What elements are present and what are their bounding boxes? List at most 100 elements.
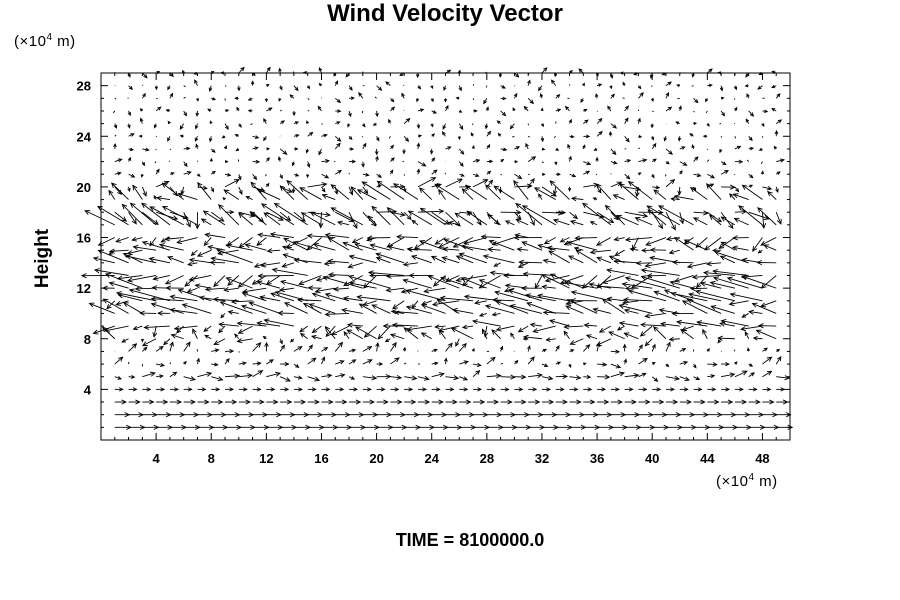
vector-arrow	[583, 108, 588, 113]
vector-arrow	[580, 98, 584, 103]
vector-arrow	[128, 375, 136, 379]
vector-arrow	[371, 205, 391, 226]
vector-arrow	[362, 142, 367, 150]
vector-arrow	[389, 169, 394, 175]
vector-arrow	[640, 322, 667, 328]
vector-arrow	[734, 387, 744, 392]
vector-arrow	[431, 110, 437, 114]
vector-arrow	[637, 85, 642, 90]
vector-arrow	[514, 424, 532, 430]
vector-arrow	[496, 120, 501, 124]
vector-arrow	[219, 301, 253, 314]
vector-arrow	[459, 412, 475, 418]
vector-arrow	[362, 346, 373, 352]
vector-arrow	[773, 145, 777, 150]
vector-arrow	[417, 399, 431, 405]
vector-arrow	[141, 338, 157, 347]
vector-arrow	[262, 335, 267, 340]
vector-arrow	[417, 85, 422, 90]
vector-arrow	[658, 205, 694, 226]
vector-arrow	[390, 184, 406, 190]
vector-arrow	[126, 249, 143, 256]
vector-arrow	[349, 281, 377, 289]
vector-arrow	[498, 186, 503, 194]
vector-arrow	[517, 325, 529, 333]
vector-arrow	[343, 330, 350, 340]
vector-arrow	[757, 207, 777, 226]
vector-arrow	[734, 399, 748, 405]
vector-arrow	[121, 203, 143, 226]
vector-arrow	[678, 105, 682, 112]
vector-arrow	[143, 324, 170, 330]
vector-arrow	[693, 156, 699, 162]
vector-arrow	[486, 144, 491, 150]
vector-arrow	[473, 424, 491, 430]
vector-arrow	[127, 186, 131, 193]
vector-arrow	[733, 85, 738, 91]
vector-arrow	[601, 275, 625, 284]
vector-arrow	[575, 249, 598, 264]
vector-arrow	[334, 341, 344, 352]
vector-arrow	[183, 96, 186, 99]
vector-arrow	[563, 330, 570, 340]
vector-arrow	[442, 123, 447, 130]
vector-arrow	[431, 372, 445, 378]
vector-arrow	[760, 275, 777, 289]
vector-arrow	[521, 285, 542, 291]
vector-arrow	[153, 123, 158, 129]
vector-arrow	[714, 250, 749, 264]
vector-arrow	[416, 168, 421, 175]
vector-arrow	[744, 331, 750, 339]
vector-arrow	[407, 210, 432, 226]
vector-arrow	[638, 387, 648, 392]
vector-arrow	[674, 275, 694, 283]
vector-arrow	[541, 348, 548, 353]
vector-arrow	[552, 186, 558, 196]
vector-arrow	[209, 259, 226, 266]
vector-arrow	[665, 178, 676, 188]
vector-arrow	[720, 211, 734, 230]
vector-arrow	[305, 148, 309, 154]
vector-arrow	[445, 399, 458, 405]
vector-arrow	[230, 299, 253, 305]
vector-arrow	[638, 399, 651, 405]
x-tick-label: 28	[480, 451, 494, 466]
vector-arrow	[748, 110, 755, 117]
vector-arrow	[226, 237, 240, 246]
vector-arrow	[307, 412, 324, 418]
vector-arrow	[500, 387, 510, 392]
vector-arrow	[278, 98, 282, 102]
vector-arrow	[390, 387, 400, 392]
vector-arrow	[225, 387, 235, 392]
vector-arrow	[183, 171, 192, 176]
vector-arrow	[649, 255, 680, 264]
vector-arrow	[256, 320, 281, 327]
vector-arrow	[541, 424, 559, 430]
vector-arrow	[691, 85, 694, 87]
vector-arrow	[713, 276, 749, 289]
vector-arrow	[279, 85, 283, 91]
vector-arrow	[707, 211, 723, 223]
vector-arrow	[238, 373, 253, 379]
vector-arrow	[142, 346, 148, 352]
vector-arrow	[610, 363, 622, 369]
vector-arrow	[623, 308, 639, 314]
vector-arrow	[139, 117, 144, 124]
vector-arrow	[238, 351, 240, 353]
vector-arrow	[500, 374, 516, 380]
vector-arrow	[514, 387, 524, 392]
vector-arrow	[610, 349, 621, 354]
vector-arrow	[223, 189, 240, 200]
vector-arrow	[612, 194, 625, 200]
vector-arrow	[651, 136, 655, 141]
vector-arrow	[240, 304, 267, 314]
vector-arrow	[142, 399, 155, 405]
vector-arrow	[459, 387, 469, 392]
vector-arrow	[748, 146, 755, 151]
vector-arrow	[775, 171, 781, 175]
vector-arrow	[693, 173, 702, 178]
vector-arrow	[597, 399, 610, 405]
vector-arrow	[306, 233, 336, 239]
vector-arrow	[225, 424, 243, 430]
vector-arrow	[293, 133, 300, 138]
